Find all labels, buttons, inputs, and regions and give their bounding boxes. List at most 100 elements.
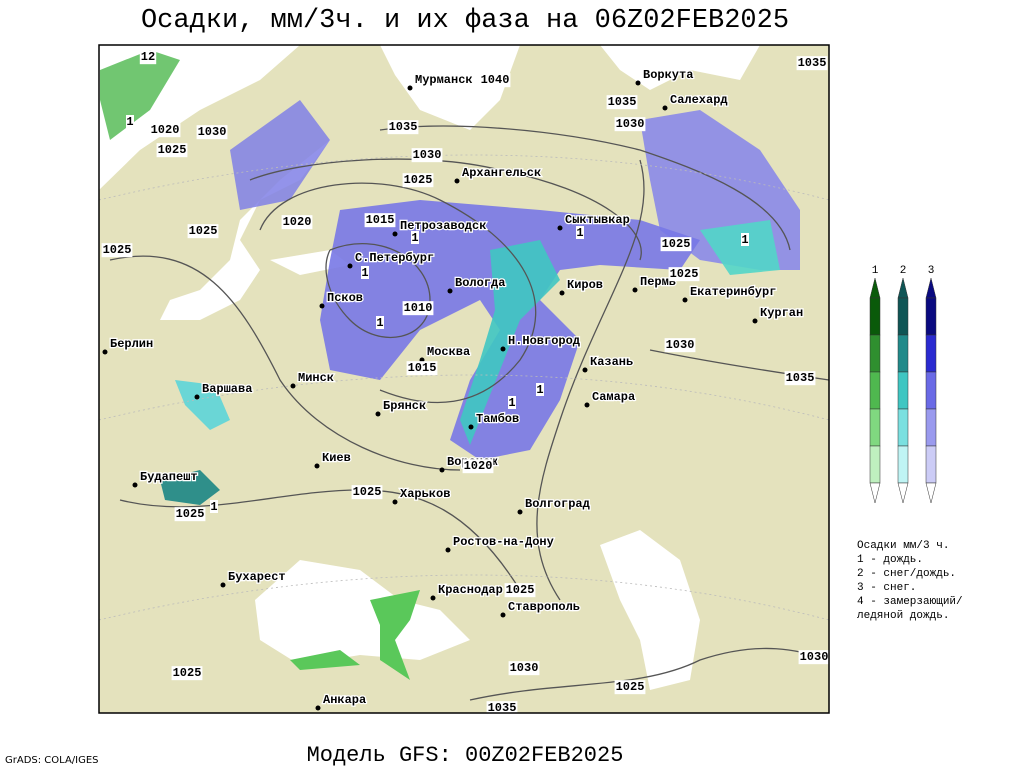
isobar-label: 1030 <box>666 338 695 352</box>
isobar-label: 1035 <box>608 95 637 109</box>
legend-bottom-arrow <box>869 482 881 504</box>
precip-snow <box>230 100 330 210</box>
city-dot <box>314 463 320 469</box>
phase-marker-bg <box>576 226 584 239</box>
legend-line: ледяной дождь. <box>857 610 949 622</box>
city-label: Варшава <box>202 382 252 396</box>
isobar-label: 1010 <box>404 301 433 315</box>
isobar-label-bg <box>406 361 438 376</box>
legend-swatch <box>925 334 937 373</box>
isobar-label-bg <box>796 56 828 71</box>
precip-mixed <box>700 220 780 275</box>
city-label: Вологда <box>455 276 505 290</box>
city-label: Казань <box>590 355 633 369</box>
isobar <box>325 243 431 339</box>
legend-bottom-arrow <box>925 482 937 504</box>
precip-rain <box>100 50 180 140</box>
phase-marker: 1 <box>536 383 543 397</box>
city-dot <box>194 394 200 400</box>
isobar-label: 1030 <box>413 148 442 162</box>
legend-column-label: 1 <box>872 265 879 277</box>
map-labels: Мурманск Воркута Салехард Архангельск Петроз… <box>101 50 830 716</box>
isobar-label: 12 <box>141 50 155 64</box>
legend: 1 2 3 Осадки мм/3 ч. 1 - дождь. 2 - снег/дожд… <box>857 265 963 622</box>
city-label: Псков <box>327 291 363 305</box>
isobar-label-bg <box>660 237 692 252</box>
isobar-label-bg <box>664 338 696 353</box>
legend-line: 3 - снег. <box>857 582 916 594</box>
isobar-label-bg <box>149 123 181 138</box>
isobar-label: 1025 <box>616 680 645 694</box>
isobar-label: 1025 <box>176 507 205 521</box>
legend-top-arrow <box>925 277 937 299</box>
city-label: Анкара <box>323 693 366 707</box>
phase-marker-bg <box>508 396 516 409</box>
isobar-label: 1025 <box>353 485 382 499</box>
title: Осадки, мм/3ч. и их фаза на 06Z02FEB2025 <box>141 6 789 36</box>
isobar-label: 1025 <box>189 224 218 238</box>
city-dot <box>632 287 638 293</box>
legend-swatch <box>897 408 909 447</box>
isobar <box>109 255 461 471</box>
phase-marker-bg <box>741 233 749 246</box>
legend-top-arrow <box>897 277 909 299</box>
city-label: Воркута <box>643 68 693 82</box>
phase-marker-bg <box>361 266 369 279</box>
isobar-label-bg <box>281 215 313 230</box>
city-label: Минск <box>298 371 334 385</box>
phase-marker-bg <box>376 316 384 329</box>
legend-swatch <box>925 445 937 484</box>
city-dot <box>315 705 321 711</box>
city-label: Сыктывкар <box>565 213 630 227</box>
precip-mixed <box>175 380 230 430</box>
legend-swatch <box>925 408 937 447</box>
isobar-label: 1035 <box>488 701 517 715</box>
phase-marker-bg <box>411 231 419 244</box>
isobar-label-bg <box>171 666 203 681</box>
isobar-label-bg <box>508 661 540 676</box>
city-label: Курган <box>760 306 803 320</box>
phase-marker: 1 <box>361 266 368 280</box>
phase-marker-bg <box>536 383 544 396</box>
city-dot <box>662 105 668 111</box>
isobar <box>536 159 645 601</box>
isobar-label: 1030 <box>800 650 829 664</box>
city-label: С.Петербург <box>355 250 434 265</box>
isobar-label: 1025 <box>506 583 535 597</box>
city-dot <box>557 225 563 231</box>
city-dot <box>635 80 641 86</box>
city-dot <box>500 346 506 352</box>
city-label: Мурманск <box>415 73 473 87</box>
city-dot <box>582 367 588 373</box>
legend-swatch <box>869 408 881 447</box>
isobar-label-bg <box>486 701 518 716</box>
city-dot <box>682 297 688 303</box>
legend-bottom-arrow <box>897 482 909 504</box>
isobar-label-bg <box>402 173 434 188</box>
graticule-line <box>98 154 830 201</box>
sea <box>600 45 760 90</box>
legend-swatch <box>897 297 909 336</box>
city-label: Волгоград <box>525 497 590 511</box>
isobar-label: 1035 <box>786 371 815 385</box>
precip-rain <box>370 590 420 680</box>
city-label: Бухарест <box>228 570 286 584</box>
city-dot <box>290 383 296 389</box>
isobar-label: 1015 <box>366 213 395 227</box>
legend-swatch <box>869 445 881 484</box>
phase-marker: 1 <box>741 233 748 247</box>
isobar-label: 1025 <box>173 666 202 680</box>
isobar <box>469 647 830 701</box>
caspian-sea <box>600 530 700 690</box>
city-dot <box>454 178 460 184</box>
isobar-label: 1020 <box>464 459 493 473</box>
isobar-label-bg <box>462 459 494 474</box>
isobar-label-bg <box>364 213 396 228</box>
city-label: Архангельск <box>462 166 541 180</box>
precip-rain <box>290 650 360 670</box>
isobar-label-bg <box>402 301 434 316</box>
graticule-line <box>98 374 830 421</box>
city-label: Екатеринбург <box>690 284 776 299</box>
city-dot <box>392 499 398 505</box>
